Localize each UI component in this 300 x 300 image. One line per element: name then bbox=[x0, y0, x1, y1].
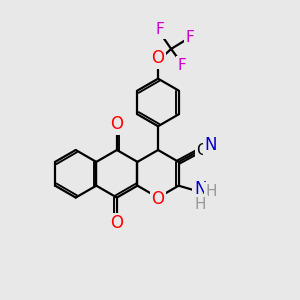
Text: N: N bbox=[194, 180, 207, 198]
Text: F: F bbox=[186, 30, 194, 45]
Text: F: F bbox=[155, 22, 164, 38]
Text: O: O bbox=[110, 115, 123, 133]
Text: N: N bbox=[205, 136, 217, 154]
Text: O: O bbox=[152, 190, 165, 208]
Text: F: F bbox=[178, 58, 187, 73]
Text: O: O bbox=[152, 50, 165, 68]
Text: H: H bbox=[206, 184, 217, 199]
Text: H: H bbox=[195, 196, 206, 211]
Text: O: O bbox=[110, 214, 123, 232]
Text: C: C bbox=[196, 143, 207, 158]
